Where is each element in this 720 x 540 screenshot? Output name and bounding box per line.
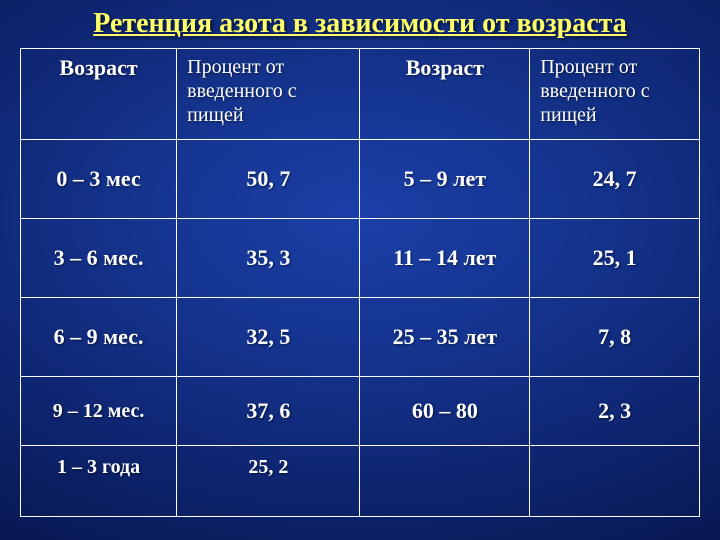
cell-pct1: 32, 5 [177, 298, 360, 377]
cell-pct2: 24, 7 [530, 140, 700, 219]
col-header-age1: Возраст [21, 49, 177, 140]
cell-pct2: 2, 3 [530, 377, 700, 446]
cell-pct1: 37, 6 [177, 377, 360, 446]
cell-age1: 0 – 3 мес [21, 140, 177, 219]
cell-age1: 6 – 9 мес. [21, 298, 177, 377]
table-row: 9 – 12 мес. 37, 6 60 – 80 2, 3 [21, 377, 700, 446]
table-row: 1 – 3 года 25, 2 [21, 446, 700, 517]
cell-pct1: 25, 2 [177, 446, 360, 517]
cell-pct2: 25, 1 [530, 219, 700, 298]
cell-age2: 5 – 9 лет [360, 140, 530, 219]
slide: Ретенция азота в зависимости от возраста… [0, 0, 720, 540]
table-row: 3 – 6 мес. 35, 3 11 – 14 лет 25, 1 [21, 219, 700, 298]
table-row: 0 – 3 мес 50, 7 5 – 9 лет 24, 7 [21, 140, 700, 219]
cell-age2: 25 – 35 лет [360, 298, 530, 377]
cell-age2 [360, 446, 530, 517]
retention-table: Возраст Процент от введенного с пищей Во… [20, 48, 700, 517]
col-header-pct1: Процент от введенного с пищей [177, 49, 360, 140]
cell-pct2: 7, 8 [530, 298, 700, 377]
cell-age1: 3 – 6 мес. [21, 219, 177, 298]
cell-age2: 11 – 14 лет [360, 219, 530, 298]
col-header-age2: Возраст [360, 49, 530, 140]
table-header-row: Возраст Процент от введенного с пищей Во… [21, 49, 700, 140]
cell-age1: 9 – 12 мес. [21, 377, 177, 446]
cell-pct2 [530, 446, 700, 517]
cell-pct1: 35, 3 [177, 219, 360, 298]
cell-age2: 60 – 80 [360, 377, 530, 446]
col-header-pct2: Процент от введенного с пищей [530, 49, 700, 140]
table-row: 6 – 9 мес. 32, 5 25 – 35 лет 7, 8 [21, 298, 700, 377]
cell-age1: 1 – 3 года [21, 446, 177, 517]
cell-pct1: 50, 7 [177, 140, 360, 219]
slide-title: Ретенция азота в зависимости от возраста [0, 8, 720, 40]
